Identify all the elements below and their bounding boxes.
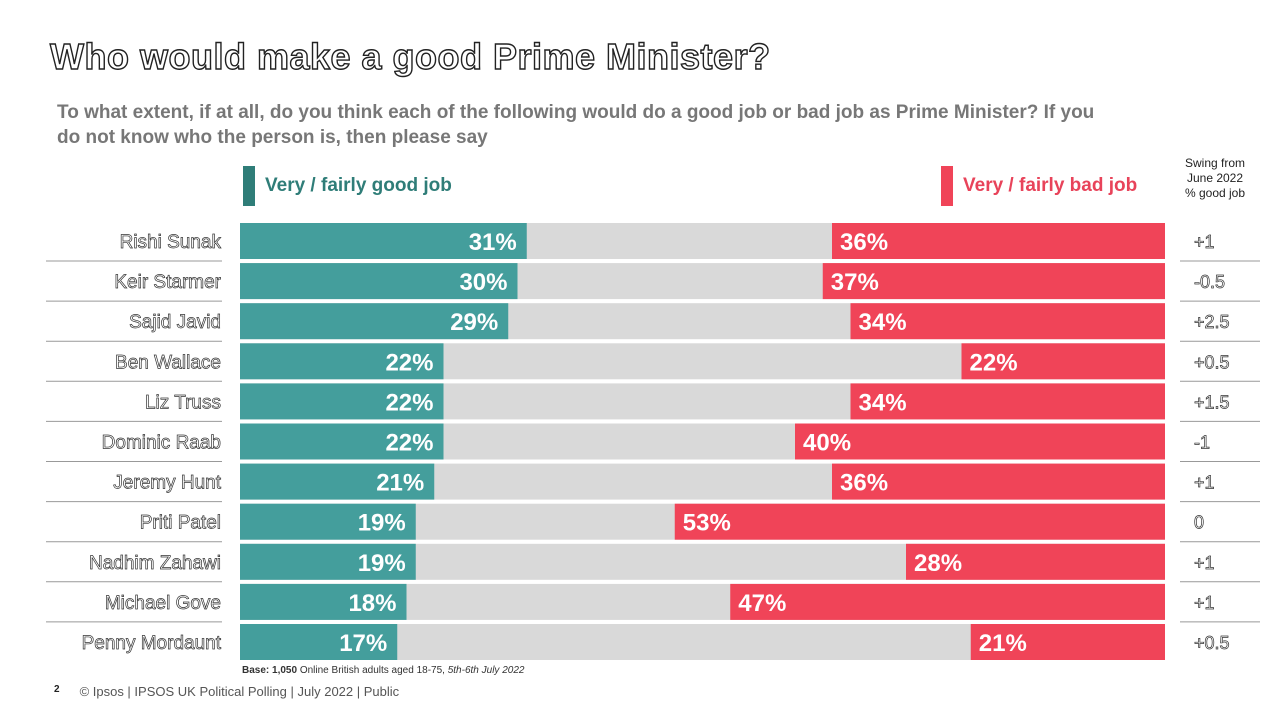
legend-bad: Very / fairly bad job: [941, 166, 1137, 206]
category-label: Penny Mordaunt: [82, 633, 222, 654]
good-bar: [240, 343, 444, 380]
bad-value-label: 47%: [738, 590, 786, 617]
footer: 2 © Ipsos | IPSOS UK Political Polling |…: [54, 684, 399, 699]
swing-value: -1: [1194, 433, 1210, 453]
good-value-label: 18%: [348, 590, 396, 617]
category-label: Nadhim Zahawi: [89, 553, 221, 574]
category-label: Rishi Sunak: [120, 232, 222, 253]
swing-header-line: Swing from: [1184, 156, 1246, 170]
good-value-label: 22%: [385, 430, 433, 457]
bad-value-label: 21%: [979, 630, 1027, 657]
good-value-label: 22%: [385, 389, 433, 416]
category-label: Liz Truss: [145, 392, 221, 413]
bad-value-label: 36%: [840, 470, 888, 497]
good-value-label: 17%: [339, 630, 387, 657]
swing-value: +2.5: [1194, 312, 1230, 332]
bad-bar: [961, 343, 1165, 380]
good-bar: [240, 423, 444, 460]
swing-value: -0.5: [1194, 272, 1225, 292]
category-label: Dominic Raab: [102, 433, 221, 454]
page-title: Who would make a good Prime Minister?: [49, 35, 771, 77]
category-label: Ben Wallace: [115, 352, 221, 373]
good-value-label: 31%: [469, 229, 517, 256]
category-label: Priti Patel: [140, 513, 221, 534]
bad-bar: [795, 423, 1165, 460]
category-label: Sajid Javid: [129, 312, 221, 333]
good-bar: [240, 543, 416, 580]
good-bar: [240, 303, 509, 340]
bad-bar: [850, 303, 1165, 340]
good-bar: [240, 583, 407, 620]
good-bar: [240, 223, 527, 259]
base-dates: 5th-6th July 2022: [447, 665, 525, 676]
good-value-label: 29%: [450, 309, 498, 336]
legend-good: Very / fairly good job: [243, 166, 452, 206]
bad-bar: [906, 543, 1165, 580]
swing-value: +1: [1194, 232, 1215, 252]
category-label: Keir Starmer: [114, 272, 221, 293]
bad-value-label: 40%: [803, 430, 851, 457]
bad-value-label: 22%: [970, 349, 1018, 376]
good-value-label: 19%: [358, 550, 406, 577]
legend-good-swatch: [243, 166, 255, 206]
legend-bad-label: Very / fairly bad job: [963, 175, 1138, 196]
good-value-label: 19%: [358, 510, 406, 537]
category-label: Michael Gove: [105, 593, 221, 614]
good-bar: [240, 503, 416, 540]
swing-value: +0.5: [1194, 352, 1230, 372]
good-value-label: 22%: [385, 349, 433, 376]
swing-column-header: Swing from June 2022 % good job: [1168, 156, 1262, 201]
footer-text: © Ipsos | IPSOS UK Political Polling | J…: [79, 684, 400, 699]
swing-value: +1: [1194, 473, 1215, 493]
bad-value-label: 28%: [914, 550, 962, 577]
good-value-label: 30%: [459, 269, 507, 296]
base-n: 1,050: [272, 665, 298, 676]
bad-value-label: 36%: [840, 229, 888, 256]
good-bar: [240, 263, 518, 300]
bad-bar: [730, 583, 1165, 620]
good-bar: [240, 383, 444, 420]
swing-value: +1.5: [1194, 392, 1230, 412]
legend-bad-swatch: [941, 166, 953, 206]
swing-value: 0: [1194, 513, 1204, 533]
bad-bar: [832, 463, 1165, 500]
bad-value-label: 34%: [859, 309, 907, 336]
swing-header-line: June 2022: [1186, 171, 1244, 185]
swing-value: +0.5: [1194, 633, 1230, 653]
swing-header-line: % good job: [1184, 186, 1246, 200]
good-value-label: 21%: [376, 470, 424, 497]
bad-value-label: 53%: [683, 510, 731, 537]
page-number: 2: [54, 684, 60, 695]
base-note: Base: 1,050 Online British adults aged 1…: [242, 665, 524, 676]
swing-value: +1: [1194, 553, 1215, 573]
category-label: Jeremy Hunt: [113, 473, 221, 494]
base-label: Base:: [242, 665, 270, 676]
bad-bar: [970, 624, 1165, 660]
question-text: To what extent, if at all, do you think …: [57, 102, 1095, 148]
bad-bar: [832, 223, 1165, 259]
swing-value: +1: [1194, 593, 1215, 613]
base-text: Online British adults aged 18-75,: [297, 665, 448, 676]
bad-bar: [822, 263, 1165, 300]
bad-bar: [850, 383, 1165, 420]
bad-bar: [674, 503, 1165, 540]
good-bar: [240, 624, 398, 660]
legend-good-label: Very / fairly good job: [265, 175, 452, 196]
bad-value-label: 34%: [859, 389, 907, 416]
bad-value-label: 37%: [831, 269, 879, 296]
good-bar: [240, 463, 435, 500]
